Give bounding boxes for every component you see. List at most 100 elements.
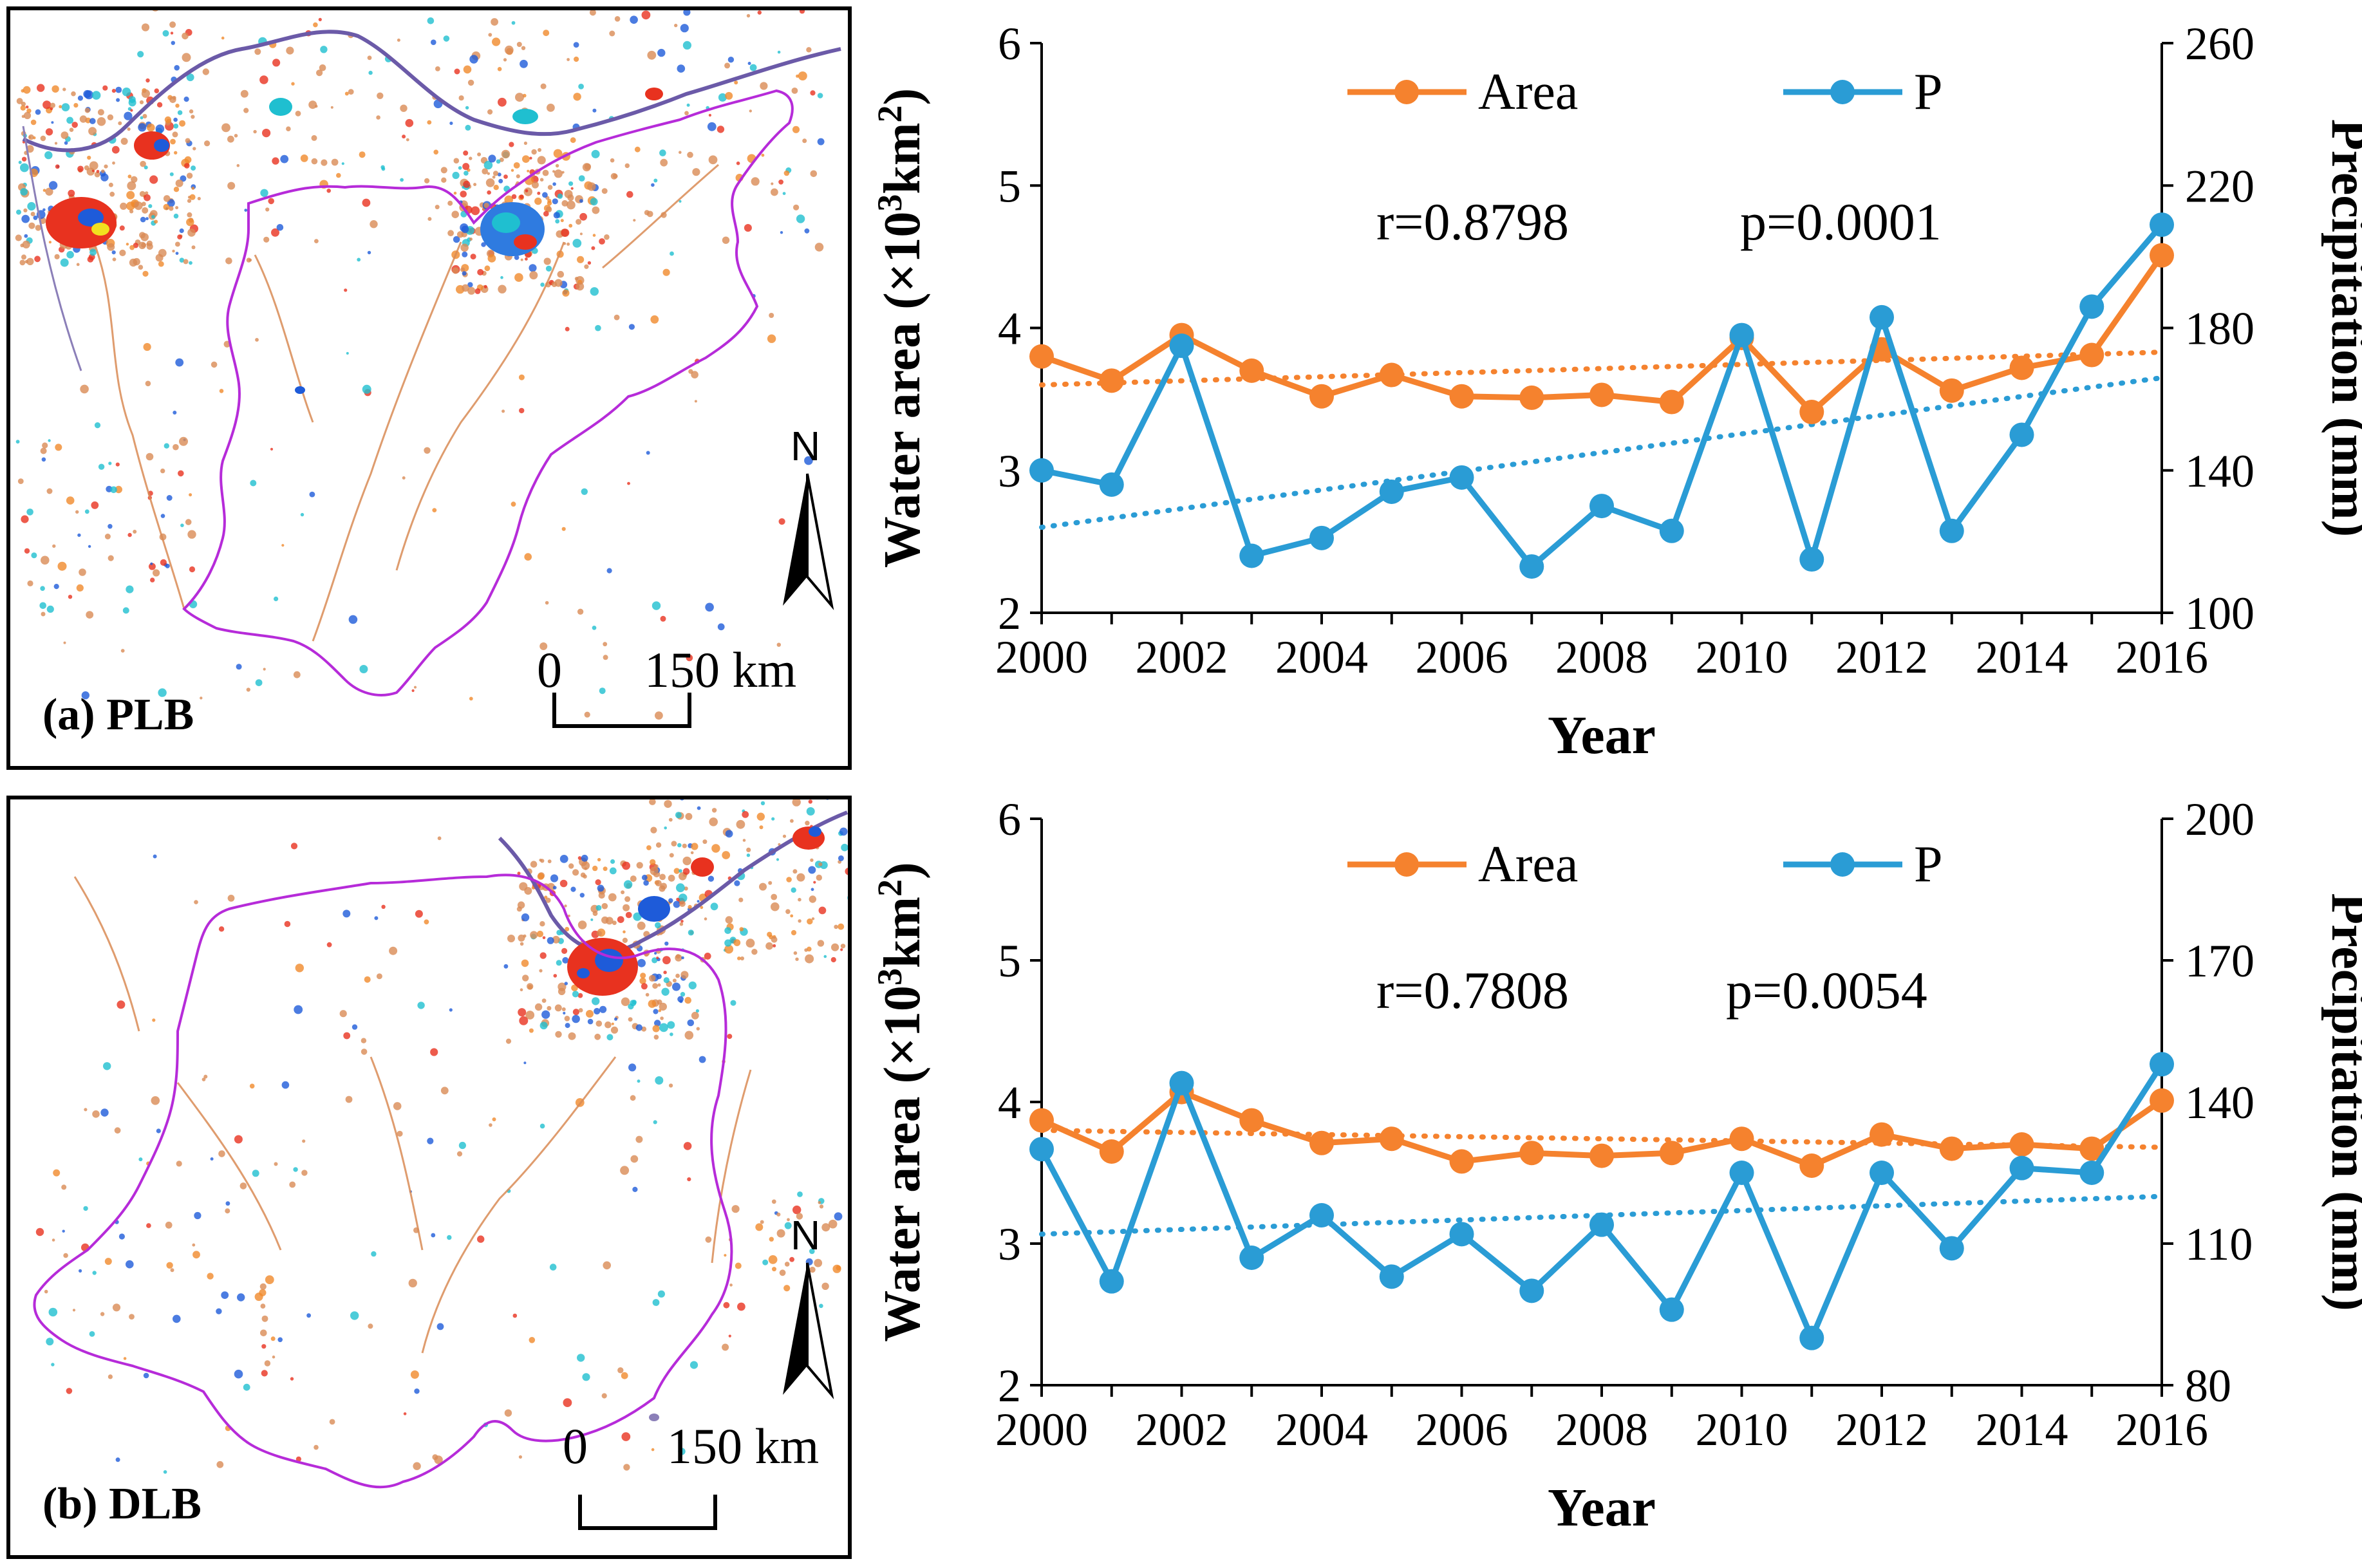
precip-point — [1309, 1203, 1334, 1227]
area-point — [1870, 1122, 1894, 1147]
area-point — [1589, 1143, 1614, 1168]
x-tick-label: 2012 — [1835, 631, 1928, 683]
precip-point — [1519, 1278, 1544, 1303]
basin-outline — [182, 89, 794, 696]
y2-tick-label: 180 — [2185, 303, 2254, 355]
area-point — [1099, 1139, 1124, 1164]
scale-end-label: 150 km — [644, 642, 797, 698]
y2-tick-label: 200 — [2185, 794, 2254, 845]
x-tick-label: 2006 — [1416, 1404, 1508, 1455]
precip-point — [1589, 1212, 1614, 1237]
p-value-annotation: p=0.0054 — [1726, 961, 1927, 1020]
minor-rivers — [93, 163, 719, 642]
x-tick-label: 2010 — [1696, 631, 1788, 683]
basin-outline — [33, 873, 733, 1489]
area-point — [1519, 385, 1544, 410]
y2-tick-label: 100 — [2185, 588, 2254, 639]
map-panel-dlb: (b) DLB 0 150 km N — [6, 796, 852, 1559]
precip-point — [1799, 1325, 1824, 1350]
precip-point — [1239, 543, 1264, 568]
precip-point — [2079, 1161, 2104, 1185]
main-river — [498, 810, 848, 954]
y2-tick-label: 140 — [2185, 1077, 2254, 1128]
precip-point — [2009, 1155, 2034, 1181]
x-axis-title: Year — [1548, 705, 1656, 765]
x-tick-label: 2014 — [1976, 631, 2068, 683]
area-point — [2150, 1088, 2174, 1113]
north-arrow-icon — [783, 473, 834, 611]
lake-clusters — [46, 88, 663, 394]
minor-rivers — [73, 876, 752, 1354]
area-point — [2009, 355, 2034, 380]
area-point — [1309, 384, 1334, 409]
chart-plb: 2 3 4 5 6 100 140 180 220 260 2000 2002 2004 2006 2008… — [874, 18, 2362, 765]
y2-tick-label: 110 — [2185, 1218, 2253, 1270]
precip-point — [1379, 1264, 1404, 1289]
x-tick-label: 2000 — [995, 1404, 1088, 1455]
y2-tick-label: 80 — [2185, 1360, 2231, 1412]
x-tick-label: 2014 — [1976, 1404, 2068, 1455]
area-point — [1309, 1130, 1334, 1155]
area-point — [1099, 368, 1124, 393]
area-trendline — [1039, 1128, 2164, 1150]
x-tick-label: 2008 — [1555, 1404, 1648, 1455]
precip-point — [2079, 294, 2104, 319]
water-speckle-layer — [35, 799, 848, 1474]
y-tick-label: 4 — [998, 303, 1021, 355]
x-tick-label: 2000 — [995, 631, 1088, 683]
area-point — [1729, 1126, 1754, 1152]
legend-p-label: P — [1914, 836, 1943, 893]
north-label: N — [791, 423, 821, 469]
area-point — [1239, 358, 1264, 383]
precip-point — [1449, 465, 1474, 490]
area-point — [1519, 1141, 1544, 1166]
x-tick-label: 2002 — [1136, 631, 1228, 683]
chart-dlb: 2 3 4 5 6 80 110 140 170 200 2000 2002 2004 2006 2008 2… — [874, 794, 2362, 1538]
precip-point — [1449, 1222, 1474, 1247]
area-point — [1239, 1108, 1264, 1133]
y-tick-label: 6 — [998, 18, 1021, 70]
legend-p-label: P — [1914, 64, 1943, 120]
area-point — [2079, 1136, 2104, 1161]
correlation-r-annotation: r=0.7808 — [1376, 961, 1569, 1020]
lake-clusters — [567, 826, 825, 1421]
precip-point — [1029, 458, 1054, 483]
area-point — [1449, 1149, 1474, 1174]
y-axis-title: Water area (×103km2) — [874, 88, 931, 568]
north-arrow-icon — [783, 1262, 834, 1400]
precip-point — [2009, 422, 2034, 447]
precip-point — [1939, 1236, 1964, 1261]
precip-point — [1870, 304, 1894, 330]
precip-point — [1029, 1137, 1054, 1162]
area-point — [1939, 378, 1964, 403]
legend-p-marker — [1830, 80, 1855, 104]
correlation-r-annotation: r=0.8798 — [1376, 192, 1569, 251]
area-point — [1379, 1126, 1404, 1152]
precip-trendline — [1039, 375, 2164, 530]
y-axis-title: Water area (×103km2) — [874, 862, 931, 1341]
map-panel-plb: (a) PLB 0 150 km N — [6, 6, 852, 770]
y-tick-label: 6 — [998, 794, 1021, 845]
map-dlb-drawing — [33, 799, 848, 1530]
precip-point — [1099, 472, 1124, 497]
x-tick-label: 2004 — [1275, 1404, 1368, 1455]
y-tick-label: 2 — [998, 588, 1021, 639]
area-point — [2079, 342, 2104, 368]
x-tick-label: 2002 — [1136, 1404, 1228, 1455]
y-tick-label: 3 — [998, 1218, 1021, 1270]
area-trendline — [1039, 350, 2164, 387]
area-point — [1799, 400, 1824, 425]
precip-point — [1939, 518, 1964, 543]
area-point — [1659, 389, 1684, 415]
y-tick-label: 5 — [998, 160, 1021, 212]
area-point — [1939, 1136, 1964, 1161]
legend-area-label: Area — [1478, 836, 1578, 893]
scale-bar — [578, 1495, 717, 1530]
main-river — [22, 30, 841, 371]
precip-point — [1870, 1161, 1894, 1185]
area-point — [1659, 1141, 1684, 1166]
area-point — [1589, 382, 1614, 407]
y2-tick-label: 170 — [2185, 935, 2254, 987]
y2-tick-label: 260 — [2185, 18, 2254, 70]
area-point — [1379, 362, 1404, 387]
